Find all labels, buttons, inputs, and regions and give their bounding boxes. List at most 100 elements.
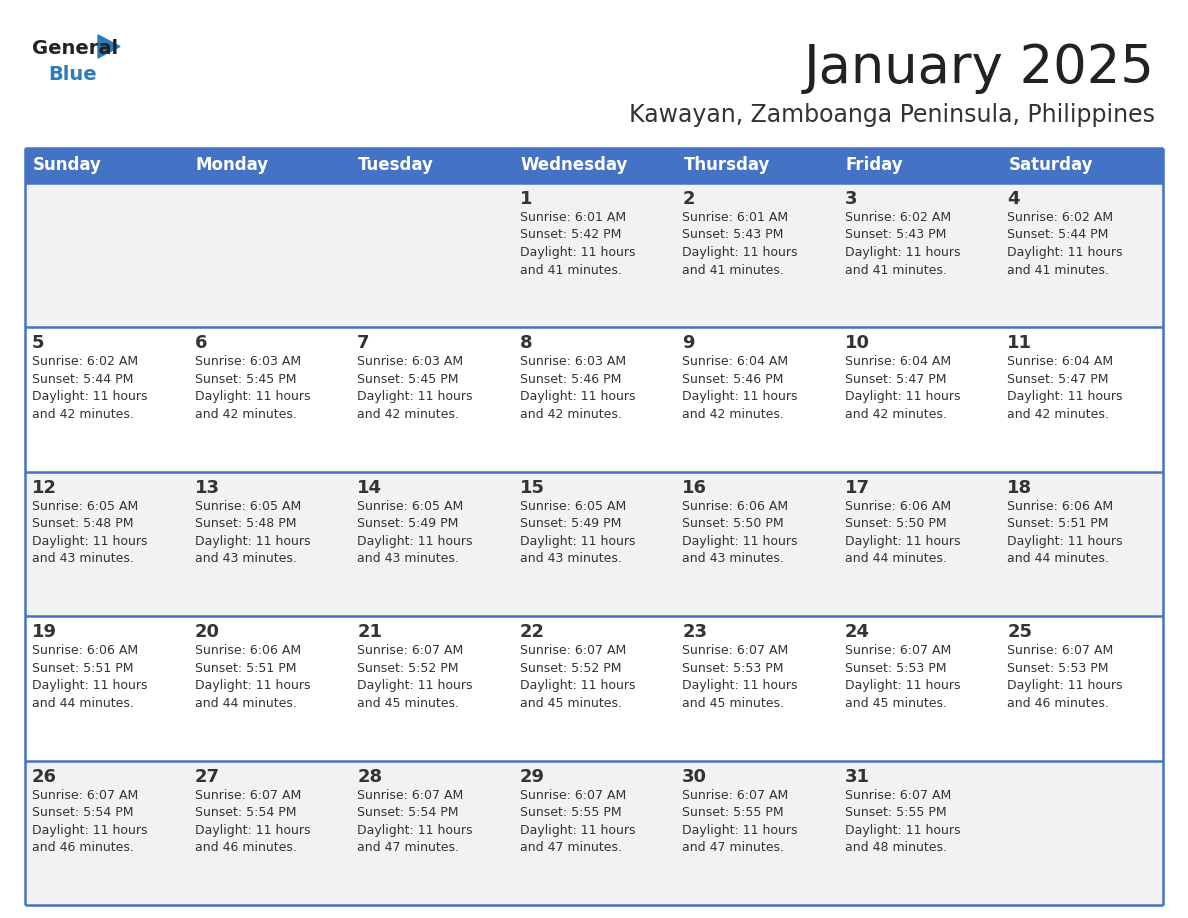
Polygon shape bbox=[97, 35, 120, 58]
Bar bbox=[188, 472, 350, 616]
Text: 16: 16 bbox=[682, 479, 707, 497]
Text: Sunrise: 6:07 AM
Sunset: 5:53 PM
Daylight: 11 hours
and 46 minutes.: Sunrise: 6:07 AM Sunset: 5:53 PM Dayligh… bbox=[1007, 644, 1123, 710]
Text: 31: 31 bbox=[845, 767, 870, 786]
Bar bbox=[350, 183, 513, 328]
Text: Sunrise: 6:07 AM
Sunset: 5:54 PM
Daylight: 11 hours
and 47 minutes.: Sunrise: 6:07 AM Sunset: 5:54 PM Dayligh… bbox=[358, 789, 473, 854]
Text: Sunrise: 6:03 AM
Sunset: 5:45 PM
Daylight: 11 hours
and 42 minutes.: Sunrise: 6:03 AM Sunset: 5:45 PM Dayligh… bbox=[195, 355, 310, 420]
Text: Kawayan, Zamboanga Peninsula, Philippines: Kawayan, Zamboanga Peninsula, Philippine… bbox=[628, 103, 1155, 127]
Bar bbox=[838, 183, 1000, 328]
Text: Tuesday: Tuesday bbox=[359, 156, 434, 174]
Bar bbox=[350, 761, 513, 905]
Bar bbox=[1000, 328, 1163, 472]
Text: Sunrise: 6:06 AM
Sunset: 5:50 PM
Daylight: 11 hours
and 44 minutes.: Sunrise: 6:06 AM Sunset: 5:50 PM Dayligh… bbox=[845, 499, 960, 565]
Text: Sunrise: 6:07 AM
Sunset: 5:52 PM
Daylight: 11 hours
and 45 minutes.: Sunrise: 6:07 AM Sunset: 5:52 PM Dayligh… bbox=[519, 644, 636, 710]
Text: 24: 24 bbox=[845, 623, 870, 641]
Text: 19: 19 bbox=[32, 623, 57, 641]
Text: 30: 30 bbox=[682, 767, 707, 786]
Text: Sunrise: 6:07 AM
Sunset: 5:55 PM
Daylight: 11 hours
and 47 minutes.: Sunrise: 6:07 AM Sunset: 5:55 PM Dayligh… bbox=[519, 789, 636, 854]
Text: 8: 8 bbox=[519, 334, 532, 353]
Bar bbox=[675, 328, 838, 472]
Bar bbox=[675, 472, 838, 616]
Text: 15: 15 bbox=[519, 479, 545, 497]
Text: 7: 7 bbox=[358, 334, 369, 353]
Text: Sunrise: 6:07 AM
Sunset: 5:52 PM
Daylight: 11 hours
and 45 minutes.: Sunrise: 6:07 AM Sunset: 5:52 PM Dayligh… bbox=[358, 644, 473, 710]
Text: 25: 25 bbox=[1007, 623, 1032, 641]
Bar bbox=[350, 616, 513, 761]
Bar bbox=[838, 328, 1000, 472]
Text: General: General bbox=[32, 39, 118, 58]
Text: Sunrise: 6:02 AM
Sunset: 5:44 PM
Daylight: 11 hours
and 41 minutes.: Sunrise: 6:02 AM Sunset: 5:44 PM Dayligh… bbox=[1007, 211, 1123, 276]
Text: Friday: Friday bbox=[846, 156, 904, 174]
Bar bbox=[350, 472, 513, 616]
Bar bbox=[675, 761, 838, 905]
Text: 22: 22 bbox=[519, 623, 545, 641]
Bar bbox=[513, 761, 675, 905]
Text: Sunrise: 6:07 AM
Sunset: 5:55 PM
Daylight: 11 hours
and 48 minutes.: Sunrise: 6:07 AM Sunset: 5:55 PM Dayligh… bbox=[845, 789, 960, 854]
Bar bbox=[188, 616, 350, 761]
Text: 6: 6 bbox=[195, 334, 207, 353]
Text: Monday: Monday bbox=[196, 156, 268, 174]
Bar bbox=[513, 472, 675, 616]
Text: Saturday: Saturday bbox=[1009, 156, 1093, 174]
Text: Sunrise: 6:06 AM
Sunset: 5:51 PM
Daylight: 11 hours
and 44 minutes.: Sunrise: 6:06 AM Sunset: 5:51 PM Dayligh… bbox=[1007, 499, 1123, 565]
Text: 27: 27 bbox=[195, 767, 220, 786]
Text: Sunrise: 6:01 AM
Sunset: 5:43 PM
Daylight: 11 hours
and 41 minutes.: Sunrise: 6:01 AM Sunset: 5:43 PM Dayligh… bbox=[682, 211, 798, 276]
Text: Sunrise: 6:06 AM
Sunset: 5:50 PM
Daylight: 11 hours
and 43 minutes.: Sunrise: 6:06 AM Sunset: 5:50 PM Dayligh… bbox=[682, 499, 798, 565]
Bar bbox=[513, 616, 675, 761]
Text: Sunday: Sunday bbox=[33, 156, 102, 174]
Text: Wednesday: Wednesday bbox=[520, 156, 628, 174]
Text: Sunrise: 6:02 AM
Sunset: 5:44 PM
Daylight: 11 hours
and 42 minutes.: Sunrise: 6:02 AM Sunset: 5:44 PM Dayligh… bbox=[32, 355, 147, 420]
Text: Blue: Blue bbox=[48, 64, 96, 84]
Text: Sunrise: 6:06 AM
Sunset: 5:51 PM
Daylight: 11 hours
and 44 minutes.: Sunrise: 6:06 AM Sunset: 5:51 PM Dayligh… bbox=[195, 644, 310, 710]
Bar bbox=[1000, 183, 1163, 328]
Text: Sunrise: 6:03 AM
Sunset: 5:45 PM
Daylight: 11 hours
and 42 minutes.: Sunrise: 6:03 AM Sunset: 5:45 PM Dayligh… bbox=[358, 355, 473, 420]
Text: Sunrise: 6:05 AM
Sunset: 5:48 PM
Daylight: 11 hours
and 43 minutes.: Sunrise: 6:05 AM Sunset: 5:48 PM Dayligh… bbox=[195, 499, 310, 565]
Bar bbox=[350, 328, 513, 472]
Text: Sunrise: 6:01 AM
Sunset: 5:42 PM
Daylight: 11 hours
and 41 minutes.: Sunrise: 6:01 AM Sunset: 5:42 PM Dayligh… bbox=[519, 211, 636, 276]
Text: 11: 11 bbox=[1007, 334, 1032, 353]
Bar bbox=[25, 472, 188, 616]
Text: 14: 14 bbox=[358, 479, 383, 497]
Text: Sunrise: 6:05 AM
Sunset: 5:49 PM
Daylight: 11 hours
and 43 minutes.: Sunrise: 6:05 AM Sunset: 5:49 PM Dayligh… bbox=[519, 499, 636, 565]
Text: Sunrise: 6:07 AM
Sunset: 5:54 PM
Daylight: 11 hours
and 46 minutes.: Sunrise: 6:07 AM Sunset: 5:54 PM Dayligh… bbox=[195, 789, 310, 854]
Text: 9: 9 bbox=[682, 334, 695, 353]
Bar bbox=[838, 472, 1000, 616]
Text: January 2025: January 2025 bbox=[804, 42, 1155, 94]
Text: 4: 4 bbox=[1007, 190, 1020, 208]
Text: 29: 29 bbox=[519, 767, 545, 786]
Bar bbox=[25, 148, 1163, 183]
Text: Sunrise: 6:07 AM
Sunset: 5:53 PM
Daylight: 11 hours
and 45 minutes.: Sunrise: 6:07 AM Sunset: 5:53 PM Dayligh… bbox=[845, 644, 960, 710]
Text: 23: 23 bbox=[682, 623, 707, 641]
Text: Sunrise: 6:07 AM
Sunset: 5:54 PM
Daylight: 11 hours
and 46 minutes.: Sunrise: 6:07 AM Sunset: 5:54 PM Dayligh… bbox=[32, 789, 147, 854]
Text: 26: 26 bbox=[32, 767, 57, 786]
Text: Sunrise: 6:07 AM
Sunset: 5:53 PM
Daylight: 11 hours
and 45 minutes.: Sunrise: 6:07 AM Sunset: 5:53 PM Dayligh… bbox=[682, 644, 798, 710]
Bar bbox=[188, 328, 350, 472]
Bar bbox=[675, 616, 838, 761]
Bar bbox=[675, 183, 838, 328]
Text: Sunrise: 6:05 AM
Sunset: 5:48 PM
Daylight: 11 hours
and 43 minutes.: Sunrise: 6:05 AM Sunset: 5:48 PM Dayligh… bbox=[32, 499, 147, 565]
Text: 17: 17 bbox=[845, 479, 870, 497]
Text: Sunrise: 6:05 AM
Sunset: 5:49 PM
Daylight: 11 hours
and 43 minutes.: Sunrise: 6:05 AM Sunset: 5:49 PM Dayligh… bbox=[358, 499, 473, 565]
Text: Sunrise: 6:07 AM
Sunset: 5:55 PM
Daylight: 11 hours
and 47 minutes.: Sunrise: 6:07 AM Sunset: 5:55 PM Dayligh… bbox=[682, 789, 798, 854]
Text: Sunrise: 6:02 AM
Sunset: 5:43 PM
Daylight: 11 hours
and 41 minutes.: Sunrise: 6:02 AM Sunset: 5:43 PM Dayligh… bbox=[845, 211, 960, 276]
Bar bbox=[513, 328, 675, 472]
Bar bbox=[838, 616, 1000, 761]
Bar bbox=[25, 328, 188, 472]
Text: 2: 2 bbox=[682, 190, 695, 208]
Text: 20: 20 bbox=[195, 623, 220, 641]
Text: 5: 5 bbox=[32, 334, 44, 353]
Text: Sunrise: 6:04 AM
Sunset: 5:46 PM
Daylight: 11 hours
and 42 minutes.: Sunrise: 6:04 AM Sunset: 5:46 PM Dayligh… bbox=[682, 355, 798, 420]
Text: 1: 1 bbox=[519, 190, 532, 208]
Text: 13: 13 bbox=[195, 479, 220, 497]
Text: 18: 18 bbox=[1007, 479, 1032, 497]
Text: Sunrise: 6:03 AM
Sunset: 5:46 PM
Daylight: 11 hours
and 42 minutes.: Sunrise: 6:03 AM Sunset: 5:46 PM Dayligh… bbox=[519, 355, 636, 420]
Bar bbox=[838, 761, 1000, 905]
Text: 12: 12 bbox=[32, 479, 57, 497]
Text: 3: 3 bbox=[845, 190, 858, 208]
Text: 10: 10 bbox=[845, 334, 870, 353]
Text: Sunrise: 6:04 AM
Sunset: 5:47 PM
Daylight: 11 hours
and 42 minutes.: Sunrise: 6:04 AM Sunset: 5:47 PM Dayligh… bbox=[845, 355, 960, 420]
Bar bbox=[513, 183, 675, 328]
Bar bbox=[188, 761, 350, 905]
Text: Thursday: Thursday bbox=[683, 156, 770, 174]
Bar bbox=[1000, 472, 1163, 616]
